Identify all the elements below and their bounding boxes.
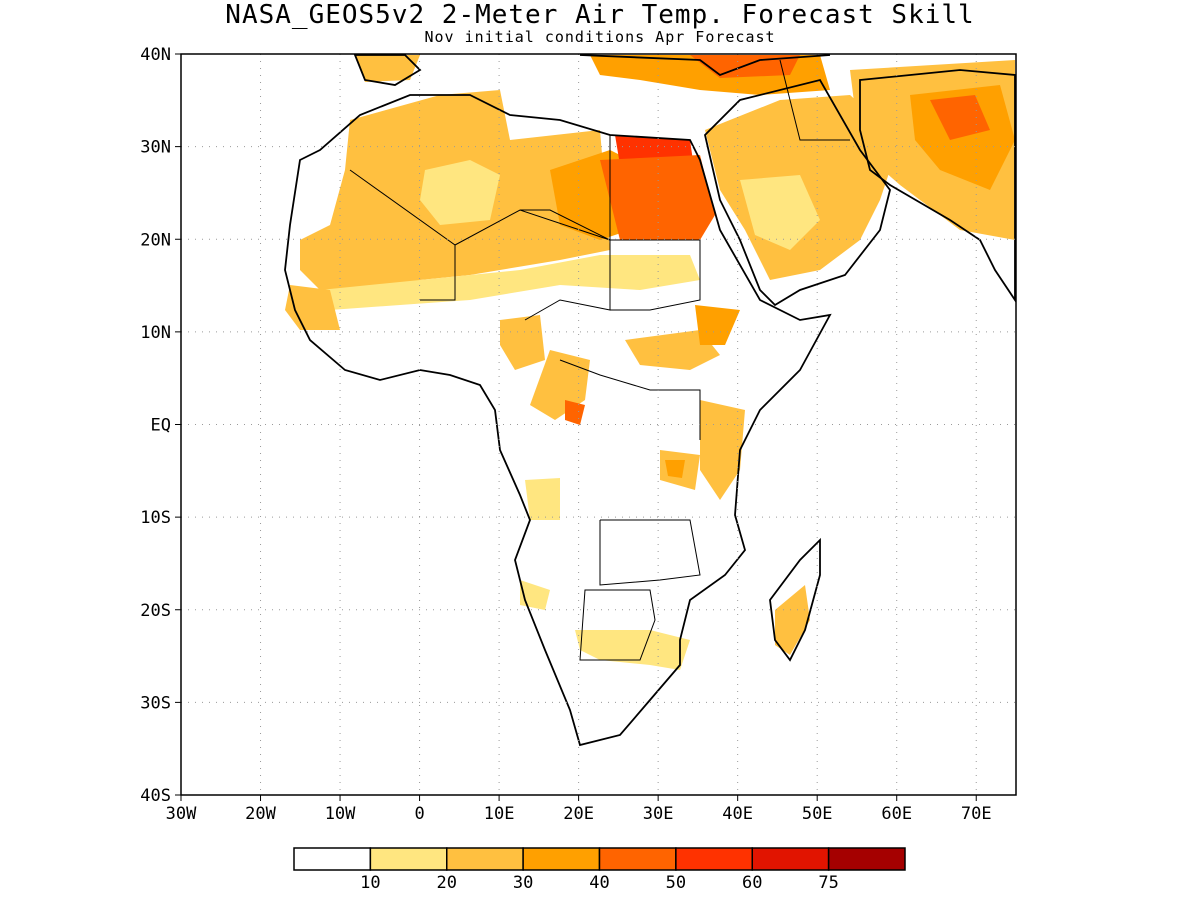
lat-tick-label: 20N (140, 230, 171, 250)
lon-tick-label: 10E (484, 804, 515, 824)
skill-region-sahara-center (420, 160, 500, 225)
lat-tick-label: EQ (151, 416, 171, 436)
skill-region-namibia (520, 580, 550, 610)
lat-tick-label: 40N (140, 45, 171, 65)
lon-tick-label: 0 (414, 804, 424, 824)
lat-tick-label: 10S (140, 508, 171, 528)
colorbar: 10 20 30 40 50 60 75 (293, 847, 906, 893)
latitude-labels: 40N 30N 20N 10N EQ 10S 20S 30S 40S (140, 45, 181, 806)
colorbar-label: 30 (513, 873, 533, 893)
skill-region-arabia-inner (740, 175, 820, 250)
lon-tick-label: 40E (722, 804, 753, 824)
skill-region-egypt (600, 155, 715, 240)
skill-region-spain (355, 55, 420, 82)
skill-region-tanzania-core (665, 460, 685, 478)
skill-region-south-sudan (625, 330, 720, 370)
lat-tick-label: 20S (140, 601, 171, 621)
lon-tick-label: 30E (643, 804, 674, 824)
colorbar-label: 50 (666, 873, 686, 893)
colorbar-swatch (446, 847, 524, 871)
lat-tick-label: 30N (140, 138, 171, 158)
colorbar-label: 60 (742, 873, 762, 893)
skill-region-iran-hot (930, 95, 990, 140)
longitude-labels: 30W 20W 10W 0 10E 20E 30E 40E 50E 60E 70E (166, 795, 992, 824)
skill-region-east-africa (700, 400, 745, 500)
lon-tick-label: 20W (245, 804, 276, 824)
coast-iran (859, 69, 1016, 303)
skill-region-botswana (575, 630, 690, 670)
colorbar-swatch (522, 847, 601, 871)
lon-tick-label: 50E (802, 804, 833, 824)
colorbar-label: 20 (437, 873, 457, 893)
colorbar-label: 10 (360, 873, 380, 893)
lon-tick-label: 70E (961, 804, 992, 824)
skill-region-nigeria (500, 315, 545, 370)
map-title: NASA_GEOS5v2 2-Meter Air Temp. Forecast … (225, 0, 975, 30)
colorbar-swatch (293, 847, 372, 871)
lat-tick-label: 10N (140, 323, 171, 343)
colorbar-label: 40 (589, 873, 609, 893)
colorbar-swatch (369, 847, 448, 871)
lon-tick-label: 30W (166, 804, 197, 824)
skill-region-sahel (320, 255, 700, 310)
skill-region-angola (525, 478, 560, 520)
coast-europe (353, 54, 831, 86)
coast-africa (284, 94, 832, 747)
colorbar-swatch (675, 847, 753, 871)
coast-arabia (704, 78, 891, 307)
skill-region-congo-hot (565, 400, 585, 425)
lon-tick-label: 10W (325, 804, 356, 824)
skill-shading (285, 55, 1015, 670)
colorbar-swatch (827, 847, 906, 871)
colorbar-swatch (751, 847, 830, 871)
lon-tick-label: 60E (881, 804, 912, 824)
lon-tick-label: 20E (563, 804, 594, 824)
coastlines (284, 54, 1016, 747)
colorbar-label: 75 (818, 873, 838, 893)
country-borders (349, 59, 850, 661)
colorbar-swatch (598, 847, 677, 871)
skill-region-ethiopia (695, 305, 740, 345)
coast-madagascar (769, 537, 821, 662)
lat-tick-label: 40S (140, 786, 171, 806)
map-subtitle: Nov initial conditions Apr Forecast (424, 28, 776, 46)
lat-tick-label: 30S (140, 693, 171, 713)
skill-region-madagascar (775, 585, 810, 655)
